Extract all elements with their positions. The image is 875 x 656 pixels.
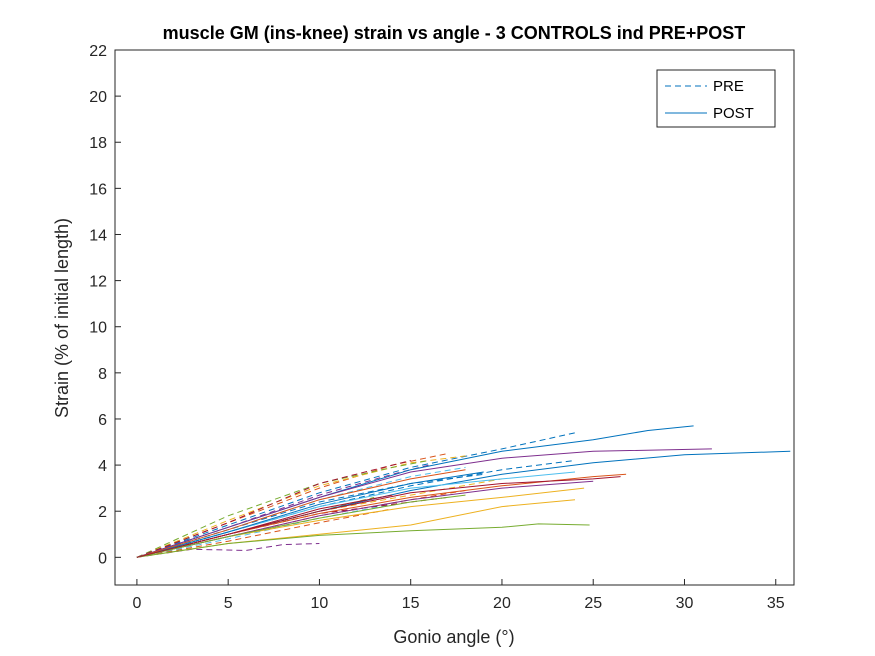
series-line-19-post (136, 448, 712, 558)
x-tick-label: 15 (402, 595, 420, 612)
y-tick-label: 16 (89, 181, 107, 198)
x-tick-label: 35 (767, 595, 785, 612)
y-tick-label: 6 (98, 412, 107, 429)
x-axis-label: Gonio angle (°) (393, 627, 514, 647)
y-tick-label: 12 (89, 274, 107, 291)
y-tick-label: 20 (89, 89, 107, 106)
series-line-30-post (136, 494, 393, 558)
x-tick-label: 0 (132, 595, 141, 612)
legend: PRE POST (656, 69, 776, 128)
y-tick-label: 14 (89, 227, 107, 244)
y-tick-label: 0 (98, 550, 107, 567)
x-tick-label: 20 (493, 595, 511, 612)
series-line-23-post (136, 499, 576, 558)
series-line-16-pre (136, 508, 393, 558)
legend-label-post: POST (713, 105, 754, 122)
series-line-11-pre (136, 543, 320, 558)
series-line-28-post (136, 469, 466, 558)
series-line-21-post (136, 476, 621, 558)
axes-box (114, 49, 795, 586)
series-line-7-pre (136, 460, 411, 558)
y-tick-label: 18 (89, 135, 107, 152)
series-line-5-pre (136, 460, 429, 558)
x-tick-label: 25 (584, 595, 602, 612)
plot-lines (136, 425, 791, 558)
y-axis-ticks: 0 2 4 6 8 10 12 14 16 18 20 22 (89, 43, 121, 567)
y-axis-label: Strain (% of initial length) (52, 218, 72, 418)
series-line-18-post (136, 450, 791, 558)
series-line-26-post (136, 480, 594, 558)
series-line-27-post (136, 471, 484, 558)
series-line-24-post (136, 523, 590, 558)
legend-label-pre: PRE (713, 78, 744, 95)
y-tick-label: 4 (98, 458, 107, 475)
y-tick-label: 2 (98, 504, 107, 521)
series-line-1-pre (136, 432, 576, 558)
y-tick-label: 10 (89, 320, 107, 337)
y-tick-label: 22 (89, 43, 107, 60)
x-tick-label: 10 (311, 595, 329, 612)
series-line-3-pre (136, 455, 466, 558)
y-tick-label: 8 (98, 366, 107, 383)
x-tick-label: 5 (224, 595, 233, 612)
x-tick-label: 30 (676, 595, 694, 612)
legend-box (656, 69, 776, 128)
chart-title: muscle GM (ins-knee) strain vs angle - 3… (163, 23, 746, 43)
series-line-17-post (136, 425, 694, 558)
x-axis-ticks: 0 5 10 15 20 25 30 35 (132, 579, 785, 612)
series-line-29-post (136, 494, 466, 558)
